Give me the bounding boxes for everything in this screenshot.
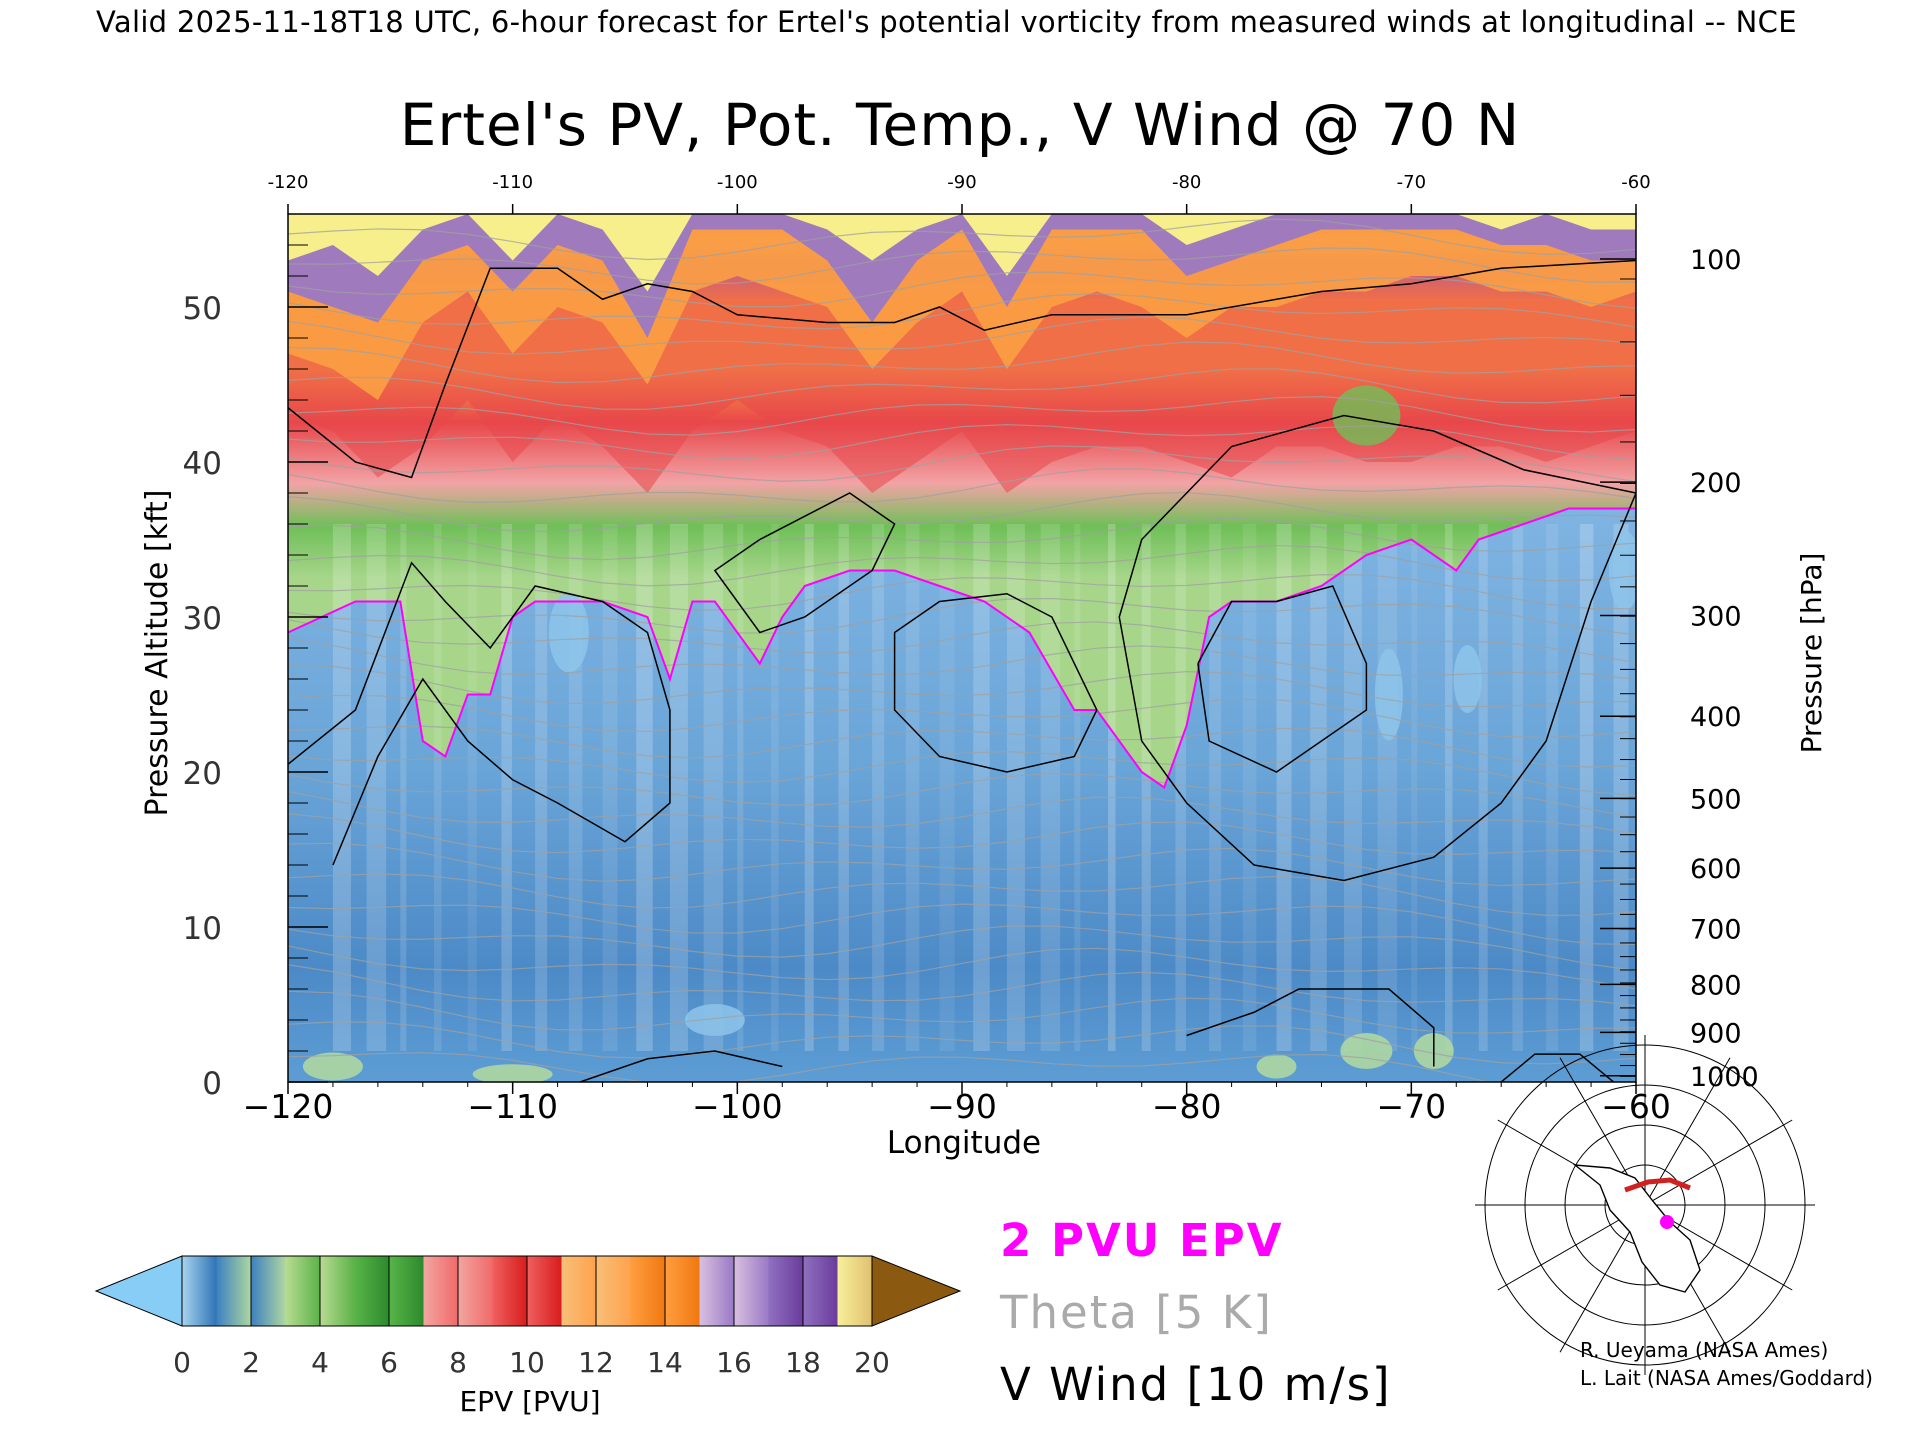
pressure-tick-label: 600 (1690, 854, 1742, 885)
y-tick-label: 30 (183, 601, 222, 637)
x-axis-label: Longitude (886, 1125, 1042, 1161)
y-tick-label: 20 (183, 756, 222, 792)
x-tick-label: −60 (1601, 1087, 1671, 1126)
colorbar-segment (354, 1256, 389, 1326)
colorbar-segment (768, 1256, 803, 1326)
pressure-tick-label: 400 (1690, 702, 1742, 733)
colorbar-tick-label: 20 (854, 1346, 890, 1379)
epv-2pvu-contour (288, 507, 1636, 790)
yellow-band (288, 214, 1636, 292)
pressure-tick-label: 900 (1690, 1018, 1742, 1049)
legend-vwind: V Wind [10 m/s] (1000, 1358, 1392, 1411)
colorbar-tick-label: 18 (785, 1346, 821, 1379)
y2-axis-label: Pressure [hPa] (1795, 552, 1828, 754)
heatmap-field (288, 214, 1636, 1082)
colorbar-tick-label: 16 (716, 1346, 752, 1379)
pressure-tick-label: 100 (1690, 245, 1742, 276)
pressure-tick-label: 200 (1690, 468, 1742, 499)
x-top-tick-label: -80 (1172, 172, 1201, 193)
colorbar-over-arrow (871, 1255, 962, 1327)
forecast-header: Valid 2025-11-18T18 UTC, 6-hour forecast… (96, 5, 1797, 39)
colorbar-segment (803, 1256, 838, 1326)
location-dot (1660, 1215, 1674, 1229)
colorbar-segment (665, 1256, 700, 1326)
pressure-tick-label: 500 (1690, 784, 1742, 815)
locator-map (1475, 1035, 1815, 1375)
colorbar-segment (699, 1256, 734, 1326)
x-tick-label: −110 (467, 1087, 558, 1126)
x-top-tick-label: -70 (1397, 172, 1426, 193)
colorbar-segment (596, 1256, 631, 1326)
transect-line (1624, 1177, 1691, 1193)
colorbar-under-arrow (94, 1255, 183, 1327)
colorbar-segment (320, 1256, 355, 1326)
x-top-tick-label: -110 (492, 172, 533, 193)
colorbar-segment (251, 1256, 286, 1326)
colorbar-segment (423, 1256, 458, 1326)
vwind-contours (288, 259, 1636, 1082)
pressure-tick-label: 300 (1690, 601, 1742, 632)
x-top-tick-label: -120 (268, 172, 309, 193)
legend-theta: Theta [5 K] (1000, 1286, 1273, 1339)
credit-line-2: L. Lait (NASA Ames/Goddard) (1580, 1366, 1873, 1390)
x-top-tick-label: -60 (1621, 172, 1650, 193)
chart-title: Ertel's PV, Pot. Temp., V Wind @ 70 N (399, 91, 1521, 159)
x-top-tick-label: -100 (717, 172, 758, 193)
colorbar-tick-label: 12 (578, 1346, 614, 1379)
colorbar-segment (216, 1256, 251, 1326)
colorbar-segment (527, 1256, 562, 1326)
colorbar-segment (734, 1256, 769, 1326)
y-tick-label: 10 (183, 911, 222, 947)
y-tick-label: 50 (183, 291, 222, 327)
colorbar-segment (561, 1256, 596, 1326)
theta-contours (288, 218, 1636, 1082)
y-tick-label: 0 (202, 1066, 222, 1102)
colorbar-tick-label: 4 (311, 1346, 329, 1379)
y-axis-label: Pressure Altitude [kft] (140, 489, 175, 817)
colorbar-segment (630, 1256, 665, 1326)
colorbar-label: EPV [PVU] (459, 1385, 601, 1418)
colorbar-tick-label: 2 (242, 1346, 260, 1379)
pressure-tick-label: 700 (1690, 915, 1742, 946)
x-tick-label: −100 (692, 1087, 783, 1126)
colorbar-segment (492, 1256, 527, 1326)
credit-line-1: R. Ueyama (NASA Ames) (1580, 1338, 1829, 1362)
colorbar-tick-label: 8 (449, 1346, 467, 1379)
colorbar-tick-label: 0 (173, 1346, 191, 1379)
x-tick-label: −80 (1152, 1087, 1222, 1126)
colorbar-tick-label: 14 (647, 1346, 683, 1379)
colorbar-tick-label: 6 (380, 1346, 398, 1379)
x-tick-label: −90 (927, 1087, 997, 1126)
x-tick-label: −70 (1377, 1087, 1447, 1126)
y-tick-label: 40 (183, 446, 222, 482)
colorbar-segment (458, 1256, 493, 1326)
colorbar-segment (837, 1256, 872, 1326)
colorbar-segment (285, 1256, 320, 1326)
troposphere-region (288, 508, 1636, 1082)
colorbar-segment (389, 1256, 424, 1326)
legend-epv: 2 PVU EPV (1000, 1214, 1284, 1267)
pressure-tick-label: 800 (1690, 970, 1742, 1001)
colorbar-segment (182, 1256, 217, 1326)
colorbar: 0 2 4 6 8 10 12 14 16 18 20 (94, 1255, 962, 1379)
x-top-tick-label: -90 (947, 172, 976, 193)
colorbar-tick-label: 10 (509, 1346, 545, 1379)
x-tick-label: −120 (243, 1087, 334, 1126)
